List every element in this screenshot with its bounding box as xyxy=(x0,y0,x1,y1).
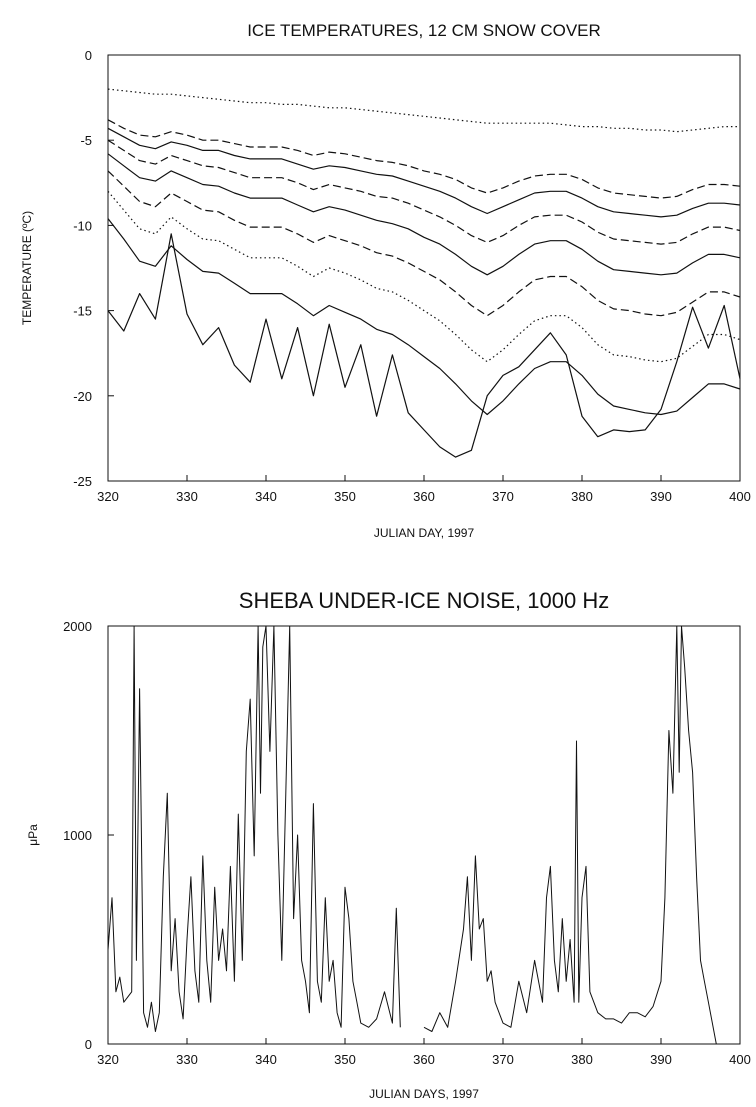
chart2-x-tick-label: 400 xyxy=(729,1052,751,1067)
chart1-x-tick-label: 330 xyxy=(176,489,198,504)
chart1-series-7-line xyxy=(107,190,741,363)
chart1-y-ticks: 0 -5 -10 -15 -20 -25 xyxy=(73,48,114,489)
chart-ice-temperatures: ICE TEMPERATURES, 12 CM SNOW COVER 320 33… xyxy=(20,21,751,540)
chart2-y-tick-label: 1000 xyxy=(63,828,92,843)
chart2-x-tick-label: 360 xyxy=(413,1052,435,1067)
chart1-x-tick-label: 380 xyxy=(571,489,593,504)
chart1-x-axis-label: JULIAN DAY, 1997 xyxy=(374,526,475,540)
chart1-y-tick-label: -25 xyxy=(73,474,92,489)
chart2-x-tick-label: 380 xyxy=(571,1052,593,1067)
chart1-y-tick-label: -15 xyxy=(73,304,92,319)
chart1-x-tick-label: 390 xyxy=(650,489,672,504)
chart2-y-axis-label: μPa xyxy=(26,824,40,846)
chart1-series-1-line xyxy=(107,88,740,133)
chart1-x-tick-label: 400 xyxy=(729,489,751,504)
chart1-y-tick-label: -5 xyxy=(80,133,92,148)
chart2-y-ticks: 0 1000 2000 xyxy=(63,619,114,1052)
chart1-y-tick-label: 0 xyxy=(85,48,92,63)
chart1-series-9-line xyxy=(107,233,741,458)
chart2-series-1-line xyxy=(107,625,401,1032)
chart1-series-group xyxy=(107,88,741,458)
chart1-y-tick-label: -10 xyxy=(73,218,92,233)
chart2-x-tick-label: 390 xyxy=(650,1052,672,1067)
chart1-y-axis-label: TEMPERATURE (ºC) xyxy=(20,211,34,325)
chart1-x-tick-label: 350 xyxy=(334,489,356,504)
chart1-y-tick-label: -20 xyxy=(73,389,92,404)
chart1-plot-frame xyxy=(107,54,741,482)
chart1-series-2-line xyxy=(107,119,741,199)
chart2-plot-frame xyxy=(107,625,741,1045)
chart-under-ice-noise: SHEBA UNDER-ICE NOISE, 1000 Hz 320 330 340… xyxy=(26,588,751,1101)
chart1-series-5-line xyxy=(107,153,741,276)
chart2-x-tick-label: 320 xyxy=(97,1052,119,1067)
chart2-x-axis-label: JULIAN DAYS, 1997 xyxy=(369,1087,479,1101)
chart1-series-6-line xyxy=(107,170,741,317)
chart2-y-tick-label: 2000 xyxy=(63,619,92,634)
chart2-title: SHEBA UNDER-ICE NOISE, 1000 Hz xyxy=(239,588,609,613)
chart2-x-tick-label: 370 xyxy=(492,1052,514,1067)
chart1-x-tick-label: 320 xyxy=(97,489,119,504)
chart1-series-3-line xyxy=(107,127,741,218)
chart2-x-tick-label: 340 xyxy=(255,1052,277,1067)
chart1-x-ticks: 320 330 340 350 360 370 380 390 400 xyxy=(97,475,751,504)
chart1-title: ICE TEMPERATURES, 12 CM SNOW COVER xyxy=(247,21,601,40)
chart1-x-tick-label: 360 xyxy=(413,489,435,504)
chart1-x-tick-label: 370 xyxy=(492,489,514,504)
chart2-y-tick-label: 0 xyxy=(85,1037,92,1052)
chart1-series-8-line xyxy=(107,218,741,416)
chart2-x-tick-label: 330 xyxy=(176,1052,198,1067)
chart2-series-group xyxy=(107,625,740,1045)
chart1-series-4-line xyxy=(107,139,741,245)
chart1-x-tick-label: 340 xyxy=(255,489,277,504)
chart2-series-2-line xyxy=(423,625,740,1045)
chart2-x-ticks: 320 330 340 350 360 370 380 390 400 xyxy=(97,1038,751,1067)
chart2-x-tick-label: 350 xyxy=(334,1052,356,1067)
